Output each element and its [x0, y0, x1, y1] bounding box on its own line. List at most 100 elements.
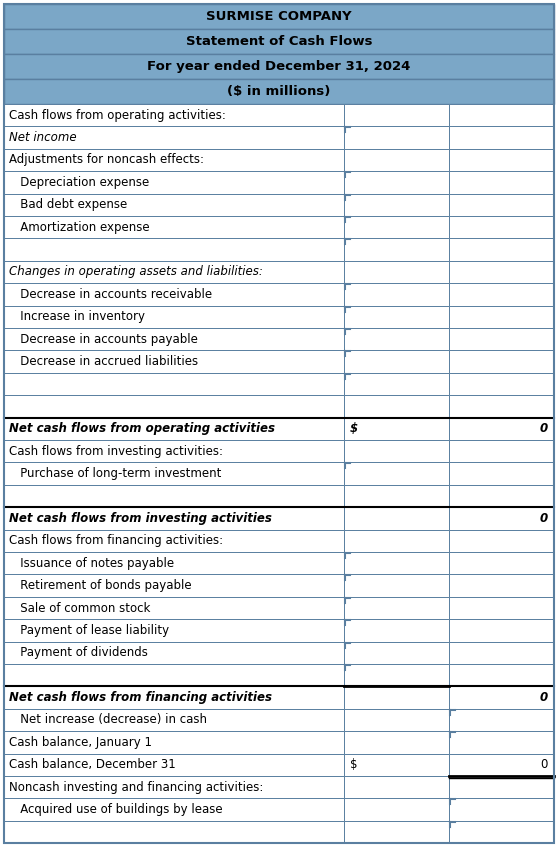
Text: Issuance of notes payable: Issuance of notes payable [9, 557, 174, 570]
Bar [449, 574, 554, 597]
Text: Purchase of long-term investment: Purchase of long-term investment [9, 467, 222, 480]
Bar [4, 462, 344, 485]
Bar [449, 440, 554, 462]
Text: Changes in operating assets and liabilities:: Changes in operating assets and liabilit… [9, 265, 263, 279]
Bar [449, 148, 554, 172]
Bar [449, 350, 554, 372]
Text: 0: 0 [540, 691, 548, 704]
Bar [344, 642, 449, 664]
Bar [4, 821, 344, 843]
Bar [344, 686, 449, 709]
Bar [449, 731, 554, 753]
Bar [344, 396, 449, 418]
Text: Sale of common stock: Sale of common stock [9, 601, 150, 614]
Bar [4, 328, 344, 350]
Bar [4, 619, 344, 642]
Bar [4, 126, 344, 148]
Bar [449, 552, 554, 574]
Bar [4, 104, 344, 126]
Bar [449, 418, 554, 440]
Bar [344, 597, 449, 619]
Bar [4, 507, 344, 529]
Bar [344, 328, 449, 350]
Text: Net increase (decrease) in cash: Net increase (decrease) in cash [9, 714, 207, 727]
Bar [344, 372, 449, 396]
Bar [344, 104, 449, 126]
Text: Amortization expense: Amortization expense [9, 221, 150, 233]
Bar [4, 148, 344, 172]
Bar [344, 776, 449, 799]
Text: Payment of lease liability: Payment of lease liability [9, 624, 169, 637]
Bar [4, 4, 554, 29]
Bar [449, 686, 554, 709]
Bar [449, 642, 554, 664]
Bar [449, 709, 554, 731]
Bar [344, 418, 449, 440]
Bar [4, 753, 344, 776]
Bar [344, 619, 449, 642]
Bar [449, 821, 554, 843]
Text: Acquired use of buildings by lease: Acquired use of buildings by lease [9, 803, 223, 816]
Bar [344, 753, 449, 776]
Bar [344, 148, 449, 172]
Bar [4, 440, 344, 462]
Bar [344, 731, 449, 753]
Bar [344, 552, 449, 574]
Text: Net income: Net income [9, 131, 76, 144]
Bar [4, 350, 344, 372]
Bar [449, 104, 554, 126]
Bar [449, 372, 554, 396]
Text: Cash flows from financing activities:: Cash flows from financing activities: [9, 535, 223, 547]
Bar [449, 305, 554, 328]
Text: Decrease in accrued liabilities: Decrease in accrued liabilities [9, 355, 198, 368]
Text: Adjustments for noncash effects:: Adjustments for noncash effects: [9, 154, 204, 166]
Bar [344, 305, 449, 328]
Bar [4, 664, 344, 686]
Bar [4, 552, 344, 574]
Bar [449, 328, 554, 350]
Bar [4, 283, 344, 305]
Bar [4, 305, 344, 328]
Bar [344, 216, 449, 239]
Bar [449, 172, 554, 194]
Bar [4, 776, 344, 799]
Bar [4, 396, 344, 418]
Bar [449, 753, 554, 776]
Bar [449, 216, 554, 239]
Text: Bad debt expense: Bad debt expense [9, 198, 127, 211]
Bar [449, 597, 554, 619]
Bar [4, 529, 344, 552]
Bar [449, 126, 554, 148]
Bar [344, 440, 449, 462]
Text: For year ended December 31, 2024: For year ended December 31, 2024 [147, 60, 411, 73]
Bar [344, 529, 449, 552]
Text: Retirement of bonds payable: Retirement of bonds payable [9, 579, 191, 592]
Text: Net cash flows from financing activities: Net cash flows from financing activities [9, 691, 272, 704]
Bar [344, 462, 449, 485]
Text: Net cash flows from operating activities: Net cash flows from operating activities [9, 422, 275, 435]
Bar [4, 239, 344, 261]
Text: Increase in inventory: Increase in inventory [9, 311, 145, 323]
Text: Decrease in accounts payable: Decrease in accounts payable [9, 333, 198, 346]
Bar [344, 350, 449, 372]
Bar [4, 172, 344, 194]
Bar [344, 126, 449, 148]
Bar [449, 799, 554, 821]
Bar [4, 686, 344, 709]
Text: 0: 0 [540, 422, 548, 435]
Text: $: $ [350, 758, 358, 771]
Bar [344, 574, 449, 597]
Bar [4, 216, 344, 239]
Text: Statement of Cash Flows: Statement of Cash Flows [186, 35, 372, 48]
Bar [4, 418, 344, 440]
Bar [344, 799, 449, 821]
Bar [4, 642, 344, 664]
Bar [4, 574, 344, 597]
Bar [4, 372, 344, 396]
Bar [449, 507, 554, 529]
Bar [449, 664, 554, 686]
Bar [4, 261, 344, 283]
Text: Cash balance, January 1: Cash balance, January 1 [9, 736, 152, 749]
Bar [4, 709, 344, 731]
Text: Cash balance, December 31: Cash balance, December 31 [9, 758, 176, 771]
